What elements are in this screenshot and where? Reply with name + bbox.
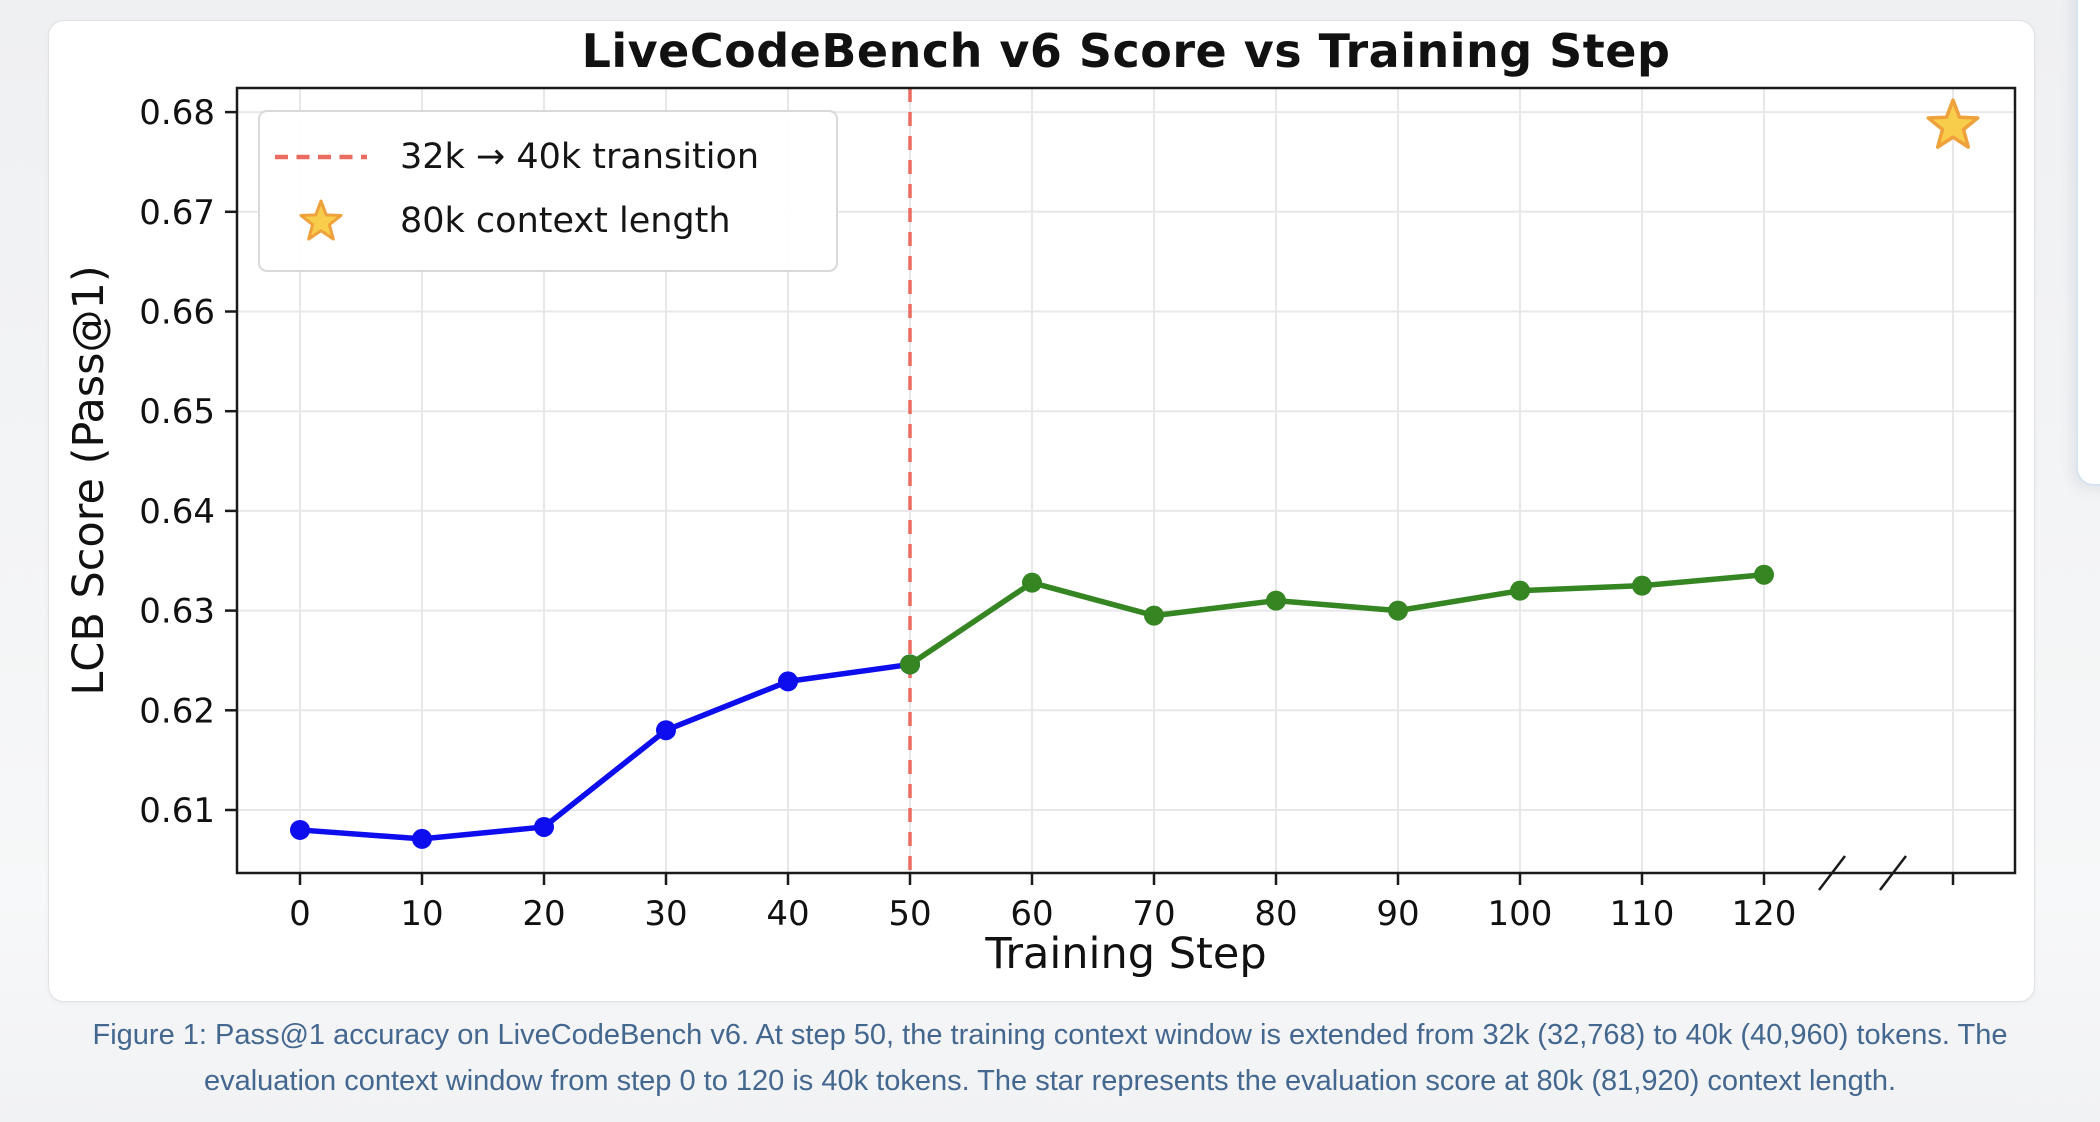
legend-item-label: 80k context length: [400, 201, 731, 242]
chart-title: LiveCodeBench v6 Score vs Training Step: [581, 24, 1671, 78]
dashed-line-icon: [260, 137, 382, 177]
side-panel-fragment: [2076, 0, 2100, 486]
legend-box: 32k → 40k transition 80k context length: [258, 110, 838, 272]
legend-item-transition: 32k → 40k transition: [260, 137, 836, 177]
legend-item-label: 32k → 40k transition: [400, 136, 760, 177]
caption-line-2: evaluation context window from step 0 to…: [203, 1065, 1897, 1097]
figure-caption: Figure 1: Pass@1 accuracy on LiveCodeBen…: [0, 1012, 2100, 1104]
caption-line-1: Figure 1: Pass@1 accuracy on LiveCodeBen…: [92, 1019, 2008, 1051]
legend-item-star: 80k context length: [260, 197, 836, 245]
star-icon: [260, 197, 382, 245]
